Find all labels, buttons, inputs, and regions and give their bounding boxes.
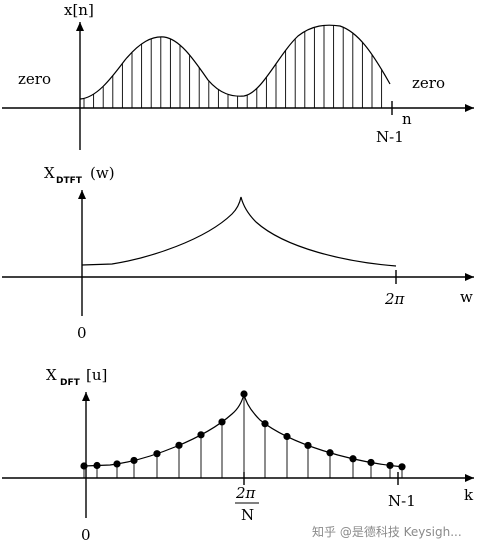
zero-left-label: zero (18, 70, 51, 88)
panel2-y-label-sub: DTFT (56, 176, 83, 186)
panel2-y-label-tail: (w) (90, 164, 115, 182)
panel1-end-tick-label: N-1 (376, 128, 404, 146)
panel1-y-label: x[n] (64, 1, 94, 19)
watermark: 知乎 @是德科技 Keysigh... (312, 524, 462, 539)
dft-sample-dot (153, 450, 161, 458)
dft-sample-dot (349, 455, 357, 463)
panel2-y-label: X (44, 164, 55, 182)
dft-sample-dot (304, 441, 312, 450)
panel3-x-axis-label: k (464, 486, 474, 504)
dft-sample-dot (326, 449, 334, 457)
panel3-y-label-tail: [u] (86, 366, 107, 384)
dft-sample-dot (283, 432, 291, 441)
dft-sample-dot (130, 456, 138, 465)
panel-dtft: X DTFT (w) 0 2π w (2, 164, 474, 342)
dft-samples (80, 390, 406, 478)
zero-right-label: zero (412, 74, 445, 92)
signal-envelope (79, 24, 391, 100)
panel-dft: X DFT [u] 0 2π N N-1 k (2, 366, 474, 544)
signal-samples (83, 25, 383, 108)
dft-sample-dot (113, 460, 121, 468)
panel1-x-axis-label: n (402, 110, 412, 128)
panel3-y-label-sub: DFT (60, 378, 81, 388)
dft-sample-dot (386, 461, 394, 470)
dft-sample-dot (93, 461, 101, 470)
panel2-origin-label: 0 (77, 324, 87, 342)
panel3-mid-tick-numerator: 2π (235, 484, 257, 502)
panel2-end-tick-label: 2π (384, 290, 406, 308)
panel3-origin-label: 0 (81, 526, 91, 544)
dft-sample-dot (197, 431, 205, 439)
dft-sample-dot (218, 418, 226, 426)
dtft-curve (81, 196, 397, 267)
dft-sample-dot (398, 463, 406, 471)
dft-sample-dot (367, 458, 375, 467)
dft-sample-dot (80, 462, 88, 470)
panel2-x-axis-label: w (460, 288, 473, 306)
dft-sample-dot (261, 420, 269, 428)
panel3-end-tick-label: N-1 (388, 492, 416, 510)
panel-time-signal: x[n] zero zero n N-1 (2, 1, 474, 150)
panel3-y-label: X (46, 366, 57, 384)
dft-sample-dot (175, 441, 183, 449)
panel3-mid-tick-denominator: N (241, 506, 254, 524)
dft-sample-dot (240, 390, 248, 398)
